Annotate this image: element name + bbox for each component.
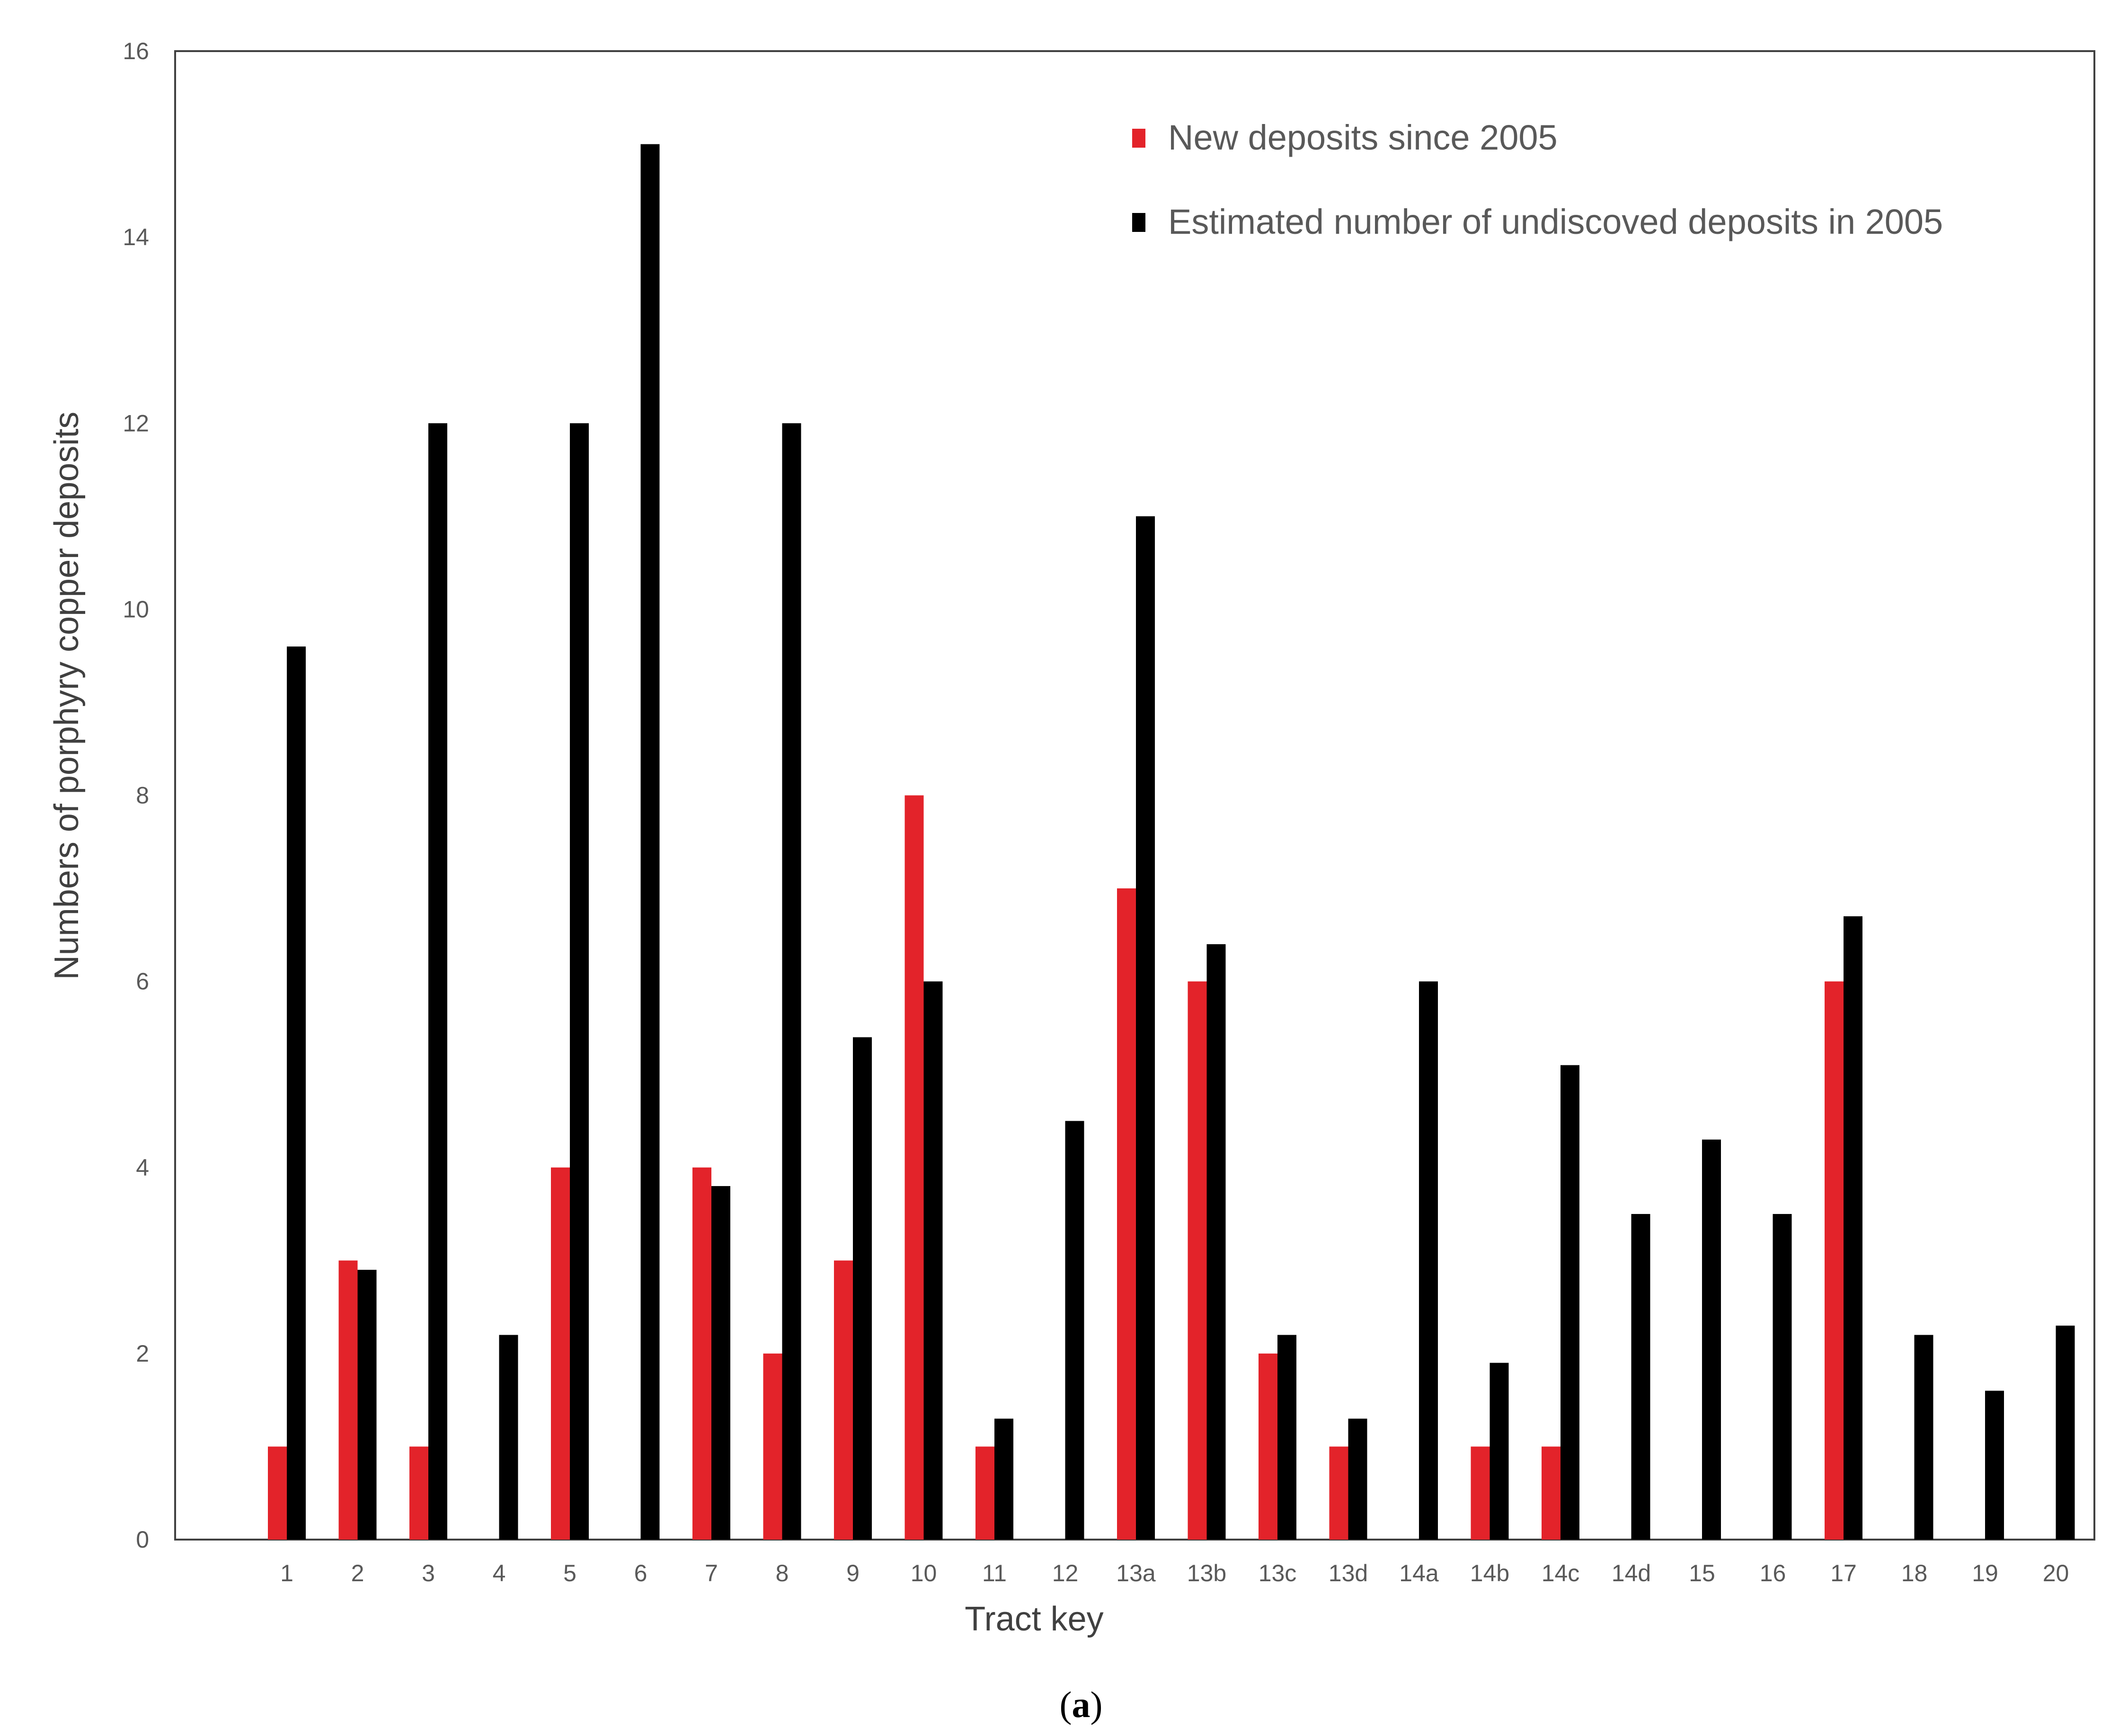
x-axis-ticks: 1 2 3 4 5 6 7 8 9 10 11 12 13a 13b 13c 13d 14a 14b 14c 14d 1… xyxy=(280,1560,2069,1586)
bar-new-deposits-tract-11 xyxy=(975,1446,994,1540)
bar-new-deposits-tract-14c xyxy=(1542,1446,1560,1540)
bar-estimated-undiscovered-tract-2 xyxy=(357,1269,377,1540)
x-tick-label-14a: 14a xyxy=(1399,1560,1439,1586)
x-tick-label-18: 18 xyxy=(1901,1560,1928,1586)
bar-estimated-undiscovered-tract-13a xyxy=(1136,516,1155,1540)
bar-new-deposits-tract-2 xyxy=(338,1260,358,1540)
x-tick-label-3: 3 xyxy=(422,1560,435,1586)
panel-label-letter: a xyxy=(1072,1684,1091,1725)
y-tick-label-14: 14 xyxy=(123,224,149,250)
bar-new-deposits-tract-14b xyxy=(1471,1446,1490,1540)
bar-estimated-undiscovered-tract-11 xyxy=(994,1418,1013,1540)
bar-estimated-undiscovered-tract-14a xyxy=(1419,981,1438,1540)
bar-new-deposits-tract-9 xyxy=(834,1260,853,1540)
bar-new-deposits-tract-13b xyxy=(1188,981,1207,1540)
x-tick-label-10: 10 xyxy=(911,1560,937,1586)
legend-label-new-deposits: New deposits since 2005 xyxy=(1168,118,1558,157)
legend: New deposits since 2005 Estimated number… xyxy=(1132,118,1943,241)
y-axis-title: Numbers of porphyry copper deposits xyxy=(48,412,86,980)
y-tick-label-8: 8 xyxy=(136,782,149,809)
bar-new-deposits-tract-1 xyxy=(268,1446,287,1540)
bar-new-deposits-tract-5 xyxy=(551,1167,570,1540)
bar-estimated-undiscovered-tract-7 xyxy=(711,1186,730,1540)
bar-estimated-undiscovered-tract-9 xyxy=(853,1037,872,1540)
x-tick-label-7: 7 xyxy=(705,1560,718,1586)
x-tick-label-13c: 13c xyxy=(1259,1560,1297,1586)
panel-label-open: ( xyxy=(1060,1684,1072,1725)
bar-new-deposits-tract-13d xyxy=(1329,1446,1348,1540)
x-tick-label-8: 8 xyxy=(776,1560,789,1586)
bar-estimated-undiscovered-tract-1 xyxy=(287,647,306,1540)
y-tick-label-2: 2 xyxy=(136,1340,149,1367)
legend-swatch-new-deposits xyxy=(1132,129,1145,148)
x-tick-label-4: 4 xyxy=(493,1560,506,1586)
y-tick-label-12: 12 xyxy=(123,410,149,436)
x-tick-label-13b: 13b xyxy=(1187,1560,1226,1586)
bar-estimated-undiscovered-tract-14c xyxy=(1560,1065,1579,1540)
bar-estimated-undiscovered-tract-15 xyxy=(1702,1139,1721,1540)
bar-estimated-undiscovered-tract-13c xyxy=(1277,1335,1296,1540)
bar-new-deposits-tract-10 xyxy=(904,795,924,1540)
bar-estimated-undiscovered-tract-16 xyxy=(1773,1214,1792,1540)
y-tick-label-16: 16 xyxy=(123,38,149,64)
x-tick-label-13d: 13d xyxy=(1329,1560,1368,1586)
x-tick-label-6: 6 xyxy=(634,1560,647,1586)
bar-estimated-undiscovered-tract-5 xyxy=(570,423,589,1540)
bar-estimated-undiscovered-tract-13d xyxy=(1348,1418,1367,1540)
x-tick-label-14d: 14d xyxy=(1612,1560,1651,1586)
x-tick-label-5: 5 xyxy=(563,1560,576,1586)
bars-layer xyxy=(268,144,2075,1540)
bar-estimated-undiscovered-tract-12 xyxy=(1065,1121,1084,1540)
panel-label-close: ) xyxy=(1091,1684,1103,1725)
bar-estimated-undiscovered-tract-18 xyxy=(1914,1335,1933,1540)
bar-estimated-undiscovered-tract-13b xyxy=(1206,944,1226,1540)
bar-estimated-undiscovered-tract-14d xyxy=(1631,1214,1650,1540)
legend-label-estimated-undiscovered: Estimated number of undiscoved deposits … xyxy=(1168,202,1943,241)
bar-estimated-undiscovered-tract-14b xyxy=(1490,1363,1509,1540)
bar-new-deposits-tract-8 xyxy=(763,1353,782,1540)
bar-new-deposits-tract-17 xyxy=(1825,981,1844,1540)
x-tick-label-14b: 14b xyxy=(1470,1560,1509,1586)
y-tick-label-6: 6 xyxy=(136,968,149,995)
bar-new-deposits-tract-13a xyxy=(1117,888,1136,1540)
x-tick-label-14c: 14c xyxy=(1542,1560,1580,1586)
y-tick-label-4: 4 xyxy=(136,1154,149,1181)
bar-new-deposits-tract-7 xyxy=(692,1167,711,1540)
bar-estimated-undiscovered-tract-3 xyxy=(428,423,447,1540)
bar-estimated-undiscovered-tract-4 xyxy=(499,1335,518,1540)
y-tick-label-10: 10 xyxy=(123,596,149,622)
bar-estimated-undiscovered-tract-19 xyxy=(1985,1391,2004,1540)
x-tick-label-2: 2 xyxy=(351,1560,364,1586)
bar-estimated-undiscovered-tract-6 xyxy=(640,144,660,1540)
bar-estimated-undiscovered-tract-8 xyxy=(782,423,801,1540)
x-tick-label-17: 17 xyxy=(1830,1560,1857,1586)
x-tick-label-15: 15 xyxy=(1689,1560,1715,1586)
x-tick-label-19: 19 xyxy=(1972,1560,1998,1586)
x-axis-title: Tract key xyxy=(965,1600,1103,1638)
y-tick-label-0: 0 xyxy=(136,1526,149,1553)
x-tick-label-1: 1 xyxy=(280,1560,293,1586)
y-axis-ticks: 0 2 4 6 8 10 12 14 16 xyxy=(123,38,149,1553)
x-tick-label-9: 9 xyxy=(846,1560,860,1586)
panel-label: (a) xyxy=(1060,1684,1103,1725)
bar-new-deposits-tract-13c xyxy=(1259,1353,1277,1540)
bar-estimated-undiscovered-tract-20 xyxy=(2056,1325,2075,1540)
x-tick-label-16: 16 xyxy=(1760,1560,1786,1586)
bar-new-deposits-tract-3 xyxy=(409,1446,428,1540)
x-tick-label-11: 11 xyxy=(982,1560,1007,1586)
bar-estimated-undiscovered-tract-17 xyxy=(1844,916,1862,1540)
legend-swatch-estimated-undiscovered xyxy=(1132,213,1145,232)
x-tick-label-13a: 13a xyxy=(1116,1560,1156,1586)
x-tick-label-20: 20 xyxy=(2043,1560,2069,1586)
bar-estimated-undiscovered-tract-10 xyxy=(923,981,943,1540)
x-tick-label-12: 12 xyxy=(1052,1560,1079,1586)
